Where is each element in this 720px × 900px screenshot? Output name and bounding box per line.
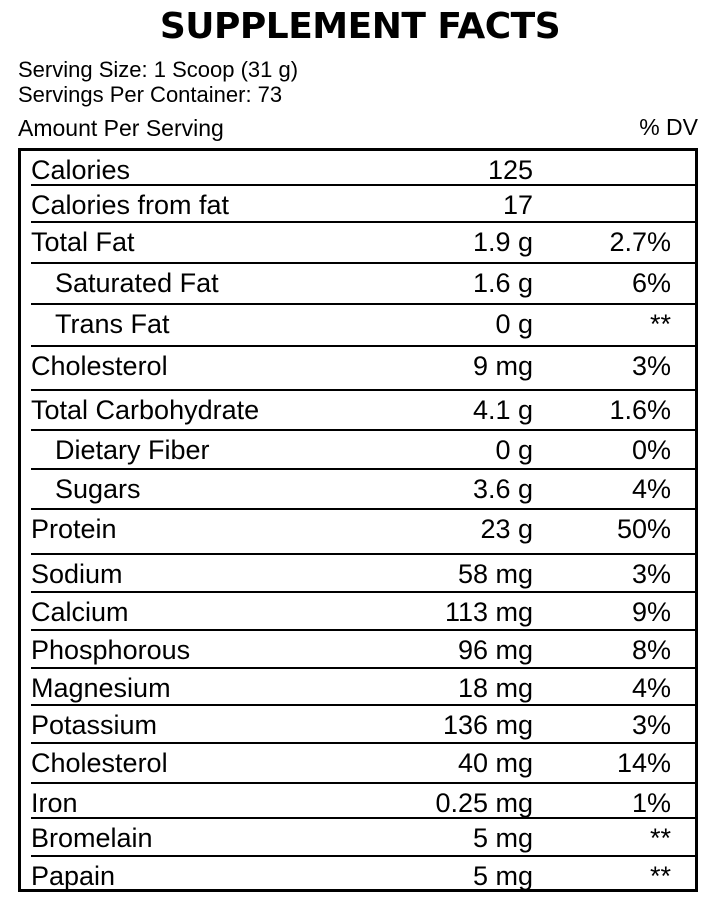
nutrient-row: Bromelain 5 mg ** (21, 819, 695, 857)
nutrient-row: Calcium 113 mg 9% (21, 593, 695, 631)
nutrient-daily-value: 14% (616, 748, 671, 778)
nutrient-daily-value: ** (649, 823, 671, 853)
nutrient-daily-value: 0% (631, 435, 671, 465)
row-divider (31, 345, 695, 347)
nutrient-amount: 40 mg (457, 748, 533, 778)
nutrient-amount: 18 mg (457, 673, 533, 703)
nutrient-name: Total Carbohydrate (31, 395, 260, 425)
nutrient-amount: 136 mg (442, 710, 533, 740)
nutrient-amount: 9 mg (472, 351, 533, 381)
nutrient-amount: 3.6 g (472, 474, 533, 504)
row-divider (31, 184, 695, 186)
nutrient-row: Calories 125 (21, 151, 695, 186)
amount-per-serving-header: Amount Per Serving (18, 115, 224, 141)
row-divider (31, 782, 695, 784)
nutrient-name: Papain (31, 861, 116, 891)
nutrient-name: Dietary Fiber (55, 435, 210, 465)
nutrient-row: Saturated Fat 1.6 g 6% (21, 264, 695, 305)
nutrient-daily-value: ** (649, 861, 671, 891)
nutrient-name: Magnesium (31, 673, 171, 703)
nutrient-row: Potassium 136 mg 3% (21, 706, 695, 744)
nutrient-name: Calcium (31, 597, 129, 627)
daily-value-header: % DV (639, 114, 698, 140)
nutrient-amount: 113 mg (444, 597, 533, 627)
nutrient-daily-value: 4% (631, 474, 671, 504)
nutrient-amount: 4.1 g (472, 395, 533, 425)
nutrient-row: Papain 5 mg ** (21, 857, 695, 895)
nutrient-row: Cholesterol 40 mg 14% (21, 744, 695, 784)
nutrient-table: Calories 125 Calories from fat 17 Total Fat 1… (18, 148, 698, 892)
nutrient-row: Iron 0.25 mg 1% (21, 784, 695, 819)
nutrient-row: Sodium 58 mg 3% (21, 555, 695, 593)
nutrient-daily-value: 1.6% (609, 395, 671, 425)
nutrient-row: Magnesium 18 mg 4% (21, 669, 695, 706)
row-divider (31, 742, 695, 744)
nutrient-amount: 1.9 g (472, 227, 533, 257)
nutrient-amount: 0 g (495, 309, 533, 339)
row-divider (31, 817, 695, 819)
nutrient-row: Calories from fat 17 (21, 186, 695, 223)
nutrient-daily-value: ** (649, 309, 671, 339)
nutrient-row: Dietary Fiber 0 g 0% (21, 431, 695, 470)
nutrient-name: Phosphorous (31, 635, 191, 665)
nutrient-row: Total Carbohydrate 4.1 g 1.6% (21, 391, 695, 431)
nutrient-row: Protein 23 g 50% (21, 510, 695, 555)
nutrient-row: Phosphorous 96 mg 8% (21, 631, 695, 669)
nutrient-name: Iron (31, 788, 78, 818)
nutrient-daily-value: 3% (631, 351, 671, 381)
row-divider (31, 591, 695, 593)
nutrient-amount: 96 mg (457, 635, 533, 665)
nutrient-amount: 23 g (480, 514, 533, 544)
nutrient-name: Potassium (31, 710, 158, 740)
label-title: SUPPLEMENT FACTS (159, 6, 561, 47)
nutrient-name: Calories (31, 155, 131, 185)
nutrient-row: Total Fat 1.9 g 2.7% (21, 223, 695, 264)
nutrient-row: Trans Fat 0 g ** (21, 305, 695, 347)
nutrient-name: Bromelain (31, 823, 153, 853)
nutrient-daily-value: 3% (631, 710, 671, 740)
nutrient-name: Sugars (55, 474, 141, 504)
row-divider (31, 704, 695, 706)
row-divider (31, 468, 695, 470)
row-divider (31, 389, 695, 391)
nutrient-name: Protein (31, 514, 117, 544)
nutrient-amount: 5 mg (472, 823, 533, 853)
nutrient-name: Cholesterol (31, 351, 168, 381)
row-divider (31, 855, 695, 857)
nutrient-amount: 17 (502, 190, 533, 220)
row-divider (31, 303, 695, 305)
row-divider (31, 429, 695, 431)
nutrient-amount: 125 (487, 155, 533, 185)
serving-size: Serving Size: 1 Scoop (31 g) (18, 57, 299, 82)
nutrient-daily-value: 3% (631, 559, 671, 589)
nutrient-amount: 0.25 mg (435, 788, 533, 818)
row-divider (31, 629, 695, 631)
nutrient-name: Cholesterol (31, 748, 168, 778)
nutrient-row: Sugars 3.6 g 4% (21, 470, 695, 510)
nutrient-name: Sodium (31, 559, 123, 589)
nutrient-daily-value: 8% (631, 635, 671, 665)
servings-per-container: Servings Per Container: 73 (18, 82, 283, 107)
nutrient-row: Cholesterol 9 mg 3% (21, 347, 695, 391)
nutrient-daily-value: 2.7% (609, 227, 671, 257)
row-divider (31, 553, 695, 555)
nutrient-amount: 5 mg (472, 861, 533, 891)
row-divider (31, 221, 695, 223)
row-divider (31, 508, 695, 510)
nutrient-daily-value: 4% (631, 673, 671, 703)
nutrient-daily-value: 1% (631, 788, 671, 818)
row-divider (31, 667, 695, 669)
nutrient-amount: 0 g (495, 435, 533, 465)
nutrient-amount: 1.6 g (472, 268, 533, 298)
row-divider (31, 262, 695, 264)
nutrient-amount: 58 mg (457, 559, 533, 589)
nutrient-daily-value: 9% (631, 597, 671, 627)
nutrient-daily-value: 6% (631, 268, 671, 298)
nutrient-name: Saturated Fat (55, 268, 219, 298)
nutrient-daily-value: 50% (616, 514, 671, 544)
nutrient-name: Total Fat (31, 227, 135, 257)
nutrient-name: Trans Fat (55, 309, 170, 339)
nutrient-name: Calories from fat (31, 190, 230, 220)
